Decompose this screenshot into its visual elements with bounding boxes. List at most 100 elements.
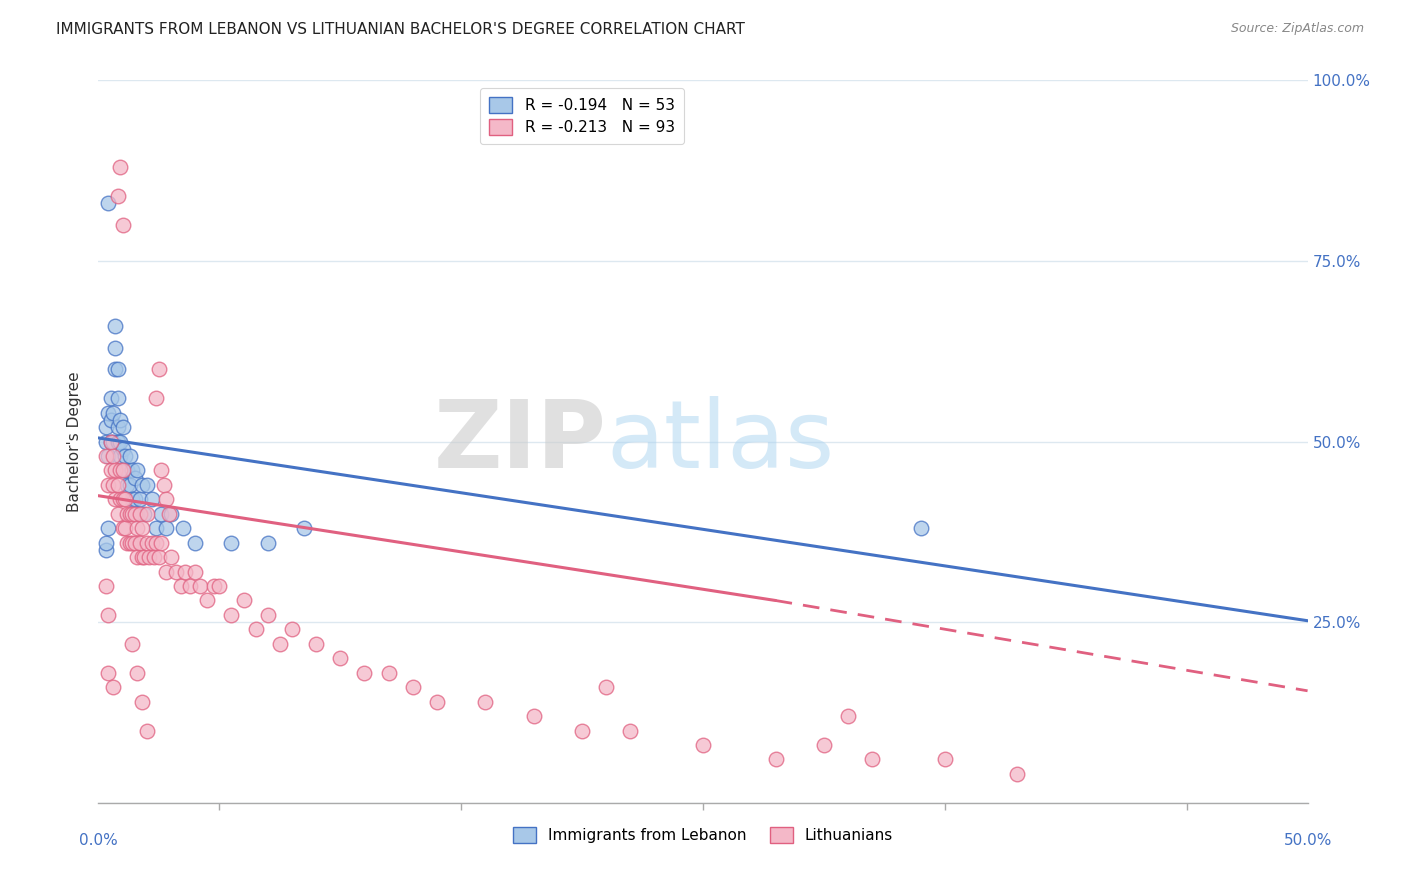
Point (135, 478, 157, 492)
Point (114, 463, 136, 477)
Point (152, 478, 174, 492)
Point (155, 521, 177, 535)
Point (860, 752, 883, 766)
Point (131, 478, 153, 492)
Point (910, 521, 932, 535)
Point (221, 607, 243, 622)
Point (97, 406, 120, 420)
Point (108, 160, 131, 174)
Point (128, 492, 150, 507)
Point (107, 189, 129, 203)
Point (94, 535, 117, 549)
Point (269, 637, 291, 651)
Point (174, 565, 197, 579)
Point (256, 535, 278, 549)
Point (523, 709, 546, 723)
Point (160, 550, 183, 565)
Point (131, 695, 153, 709)
Point (195, 593, 218, 607)
Point (127, 463, 149, 477)
Point (124, 535, 146, 549)
Point (111, 521, 134, 535)
Point (104, 463, 127, 477)
Point (107, 507, 129, 521)
Point (135, 723, 157, 738)
Point (128, 535, 150, 549)
Point (117, 478, 139, 492)
Point (184, 565, 207, 579)
Point (94, 449, 117, 463)
Text: ZIP: ZIP (433, 395, 606, 488)
Point (117, 463, 139, 477)
Point (245, 623, 267, 637)
Point (101, 478, 124, 492)
Point (127, 665, 149, 680)
Legend: Immigrants from Lebanon, Lithuanians: Immigrants from Lebanon, Lithuanians (508, 822, 898, 849)
Point (104, 492, 127, 507)
Point (121, 463, 143, 477)
Point (121, 535, 143, 549)
Point (100, 434, 122, 449)
Point (134, 507, 156, 521)
Point (94, 542, 117, 557)
Point (127, 521, 149, 535)
Point (150, 535, 173, 549)
Point (179, 579, 201, 593)
Point (765, 752, 787, 766)
Text: 50.0%: 50.0% (1284, 833, 1331, 848)
Point (208, 579, 231, 593)
Point (101, 449, 124, 463)
Point (118, 507, 141, 521)
Point (837, 709, 859, 723)
Point (571, 723, 593, 738)
Point (100, 434, 122, 449)
Point (128, 507, 150, 521)
Point (150, 507, 173, 521)
Point (104, 341, 127, 355)
Point (111, 420, 134, 434)
Text: atlas: atlas (606, 395, 835, 488)
Point (107, 478, 129, 492)
Point (121, 637, 143, 651)
Point (108, 463, 131, 477)
Point (107, 391, 129, 405)
Point (155, 492, 177, 507)
Point (150, 463, 173, 477)
Point (619, 723, 641, 738)
Text: Source: ZipAtlas.com: Source: ZipAtlas.com (1230, 22, 1364, 36)
Point (353, 665, 375, 680)
Point (94, 579, 117, 593)
Point (121, 507, 143, 521)
Point (97, 478, 120, 492)
Point (127, 550, 149, 565)
Point (595, 680, 617, 694)
Point (107, 434, 129, 449)
Point (160, 507, 183, 521)
Point (124, 507, 146, 521)
Point (1007, 767, 1029, 781)
Point (100, 413, 122, 427)
Point (111, 492, 134, 507)
Point (256, 607, 278, 622)
Point (114, 521, 136, 535)
Point (135, 535, 157, 549)
Point (305, 637, 328, 651)
Point (100, 463, 122, 477)
Point (124, 470, 146, 484)
Point (474, 695, 496, 709)
Point (101, 680, 124, 694)
Text: IMMIGRANTS FROM LEBANON VS LITHUANIAN BACHELOR'S DEGREE CORRELATION CHART: IMMIGRANTS FROM LEBANON VS LITHUANIAN BA… (56, 22, 745, 37)
Point (148, 362, 170, 376)
Point (111, 218, 134, 232)
Point (124, 492, 146, 507)
Point (111, 463, 134, 477)
Point (117, 535, 139, 549)
Point (188, 579, 211, 593)
Point (117, 507, 139, 521)
Point (143, 550, 166, 565)
Point (97, 607, 120, 622)
Point (145, 535, 167, 549)
Point (138, 550, 160, 565)
Point (329, 651, 352, 665)
Point (155, 565, 177, 579)
